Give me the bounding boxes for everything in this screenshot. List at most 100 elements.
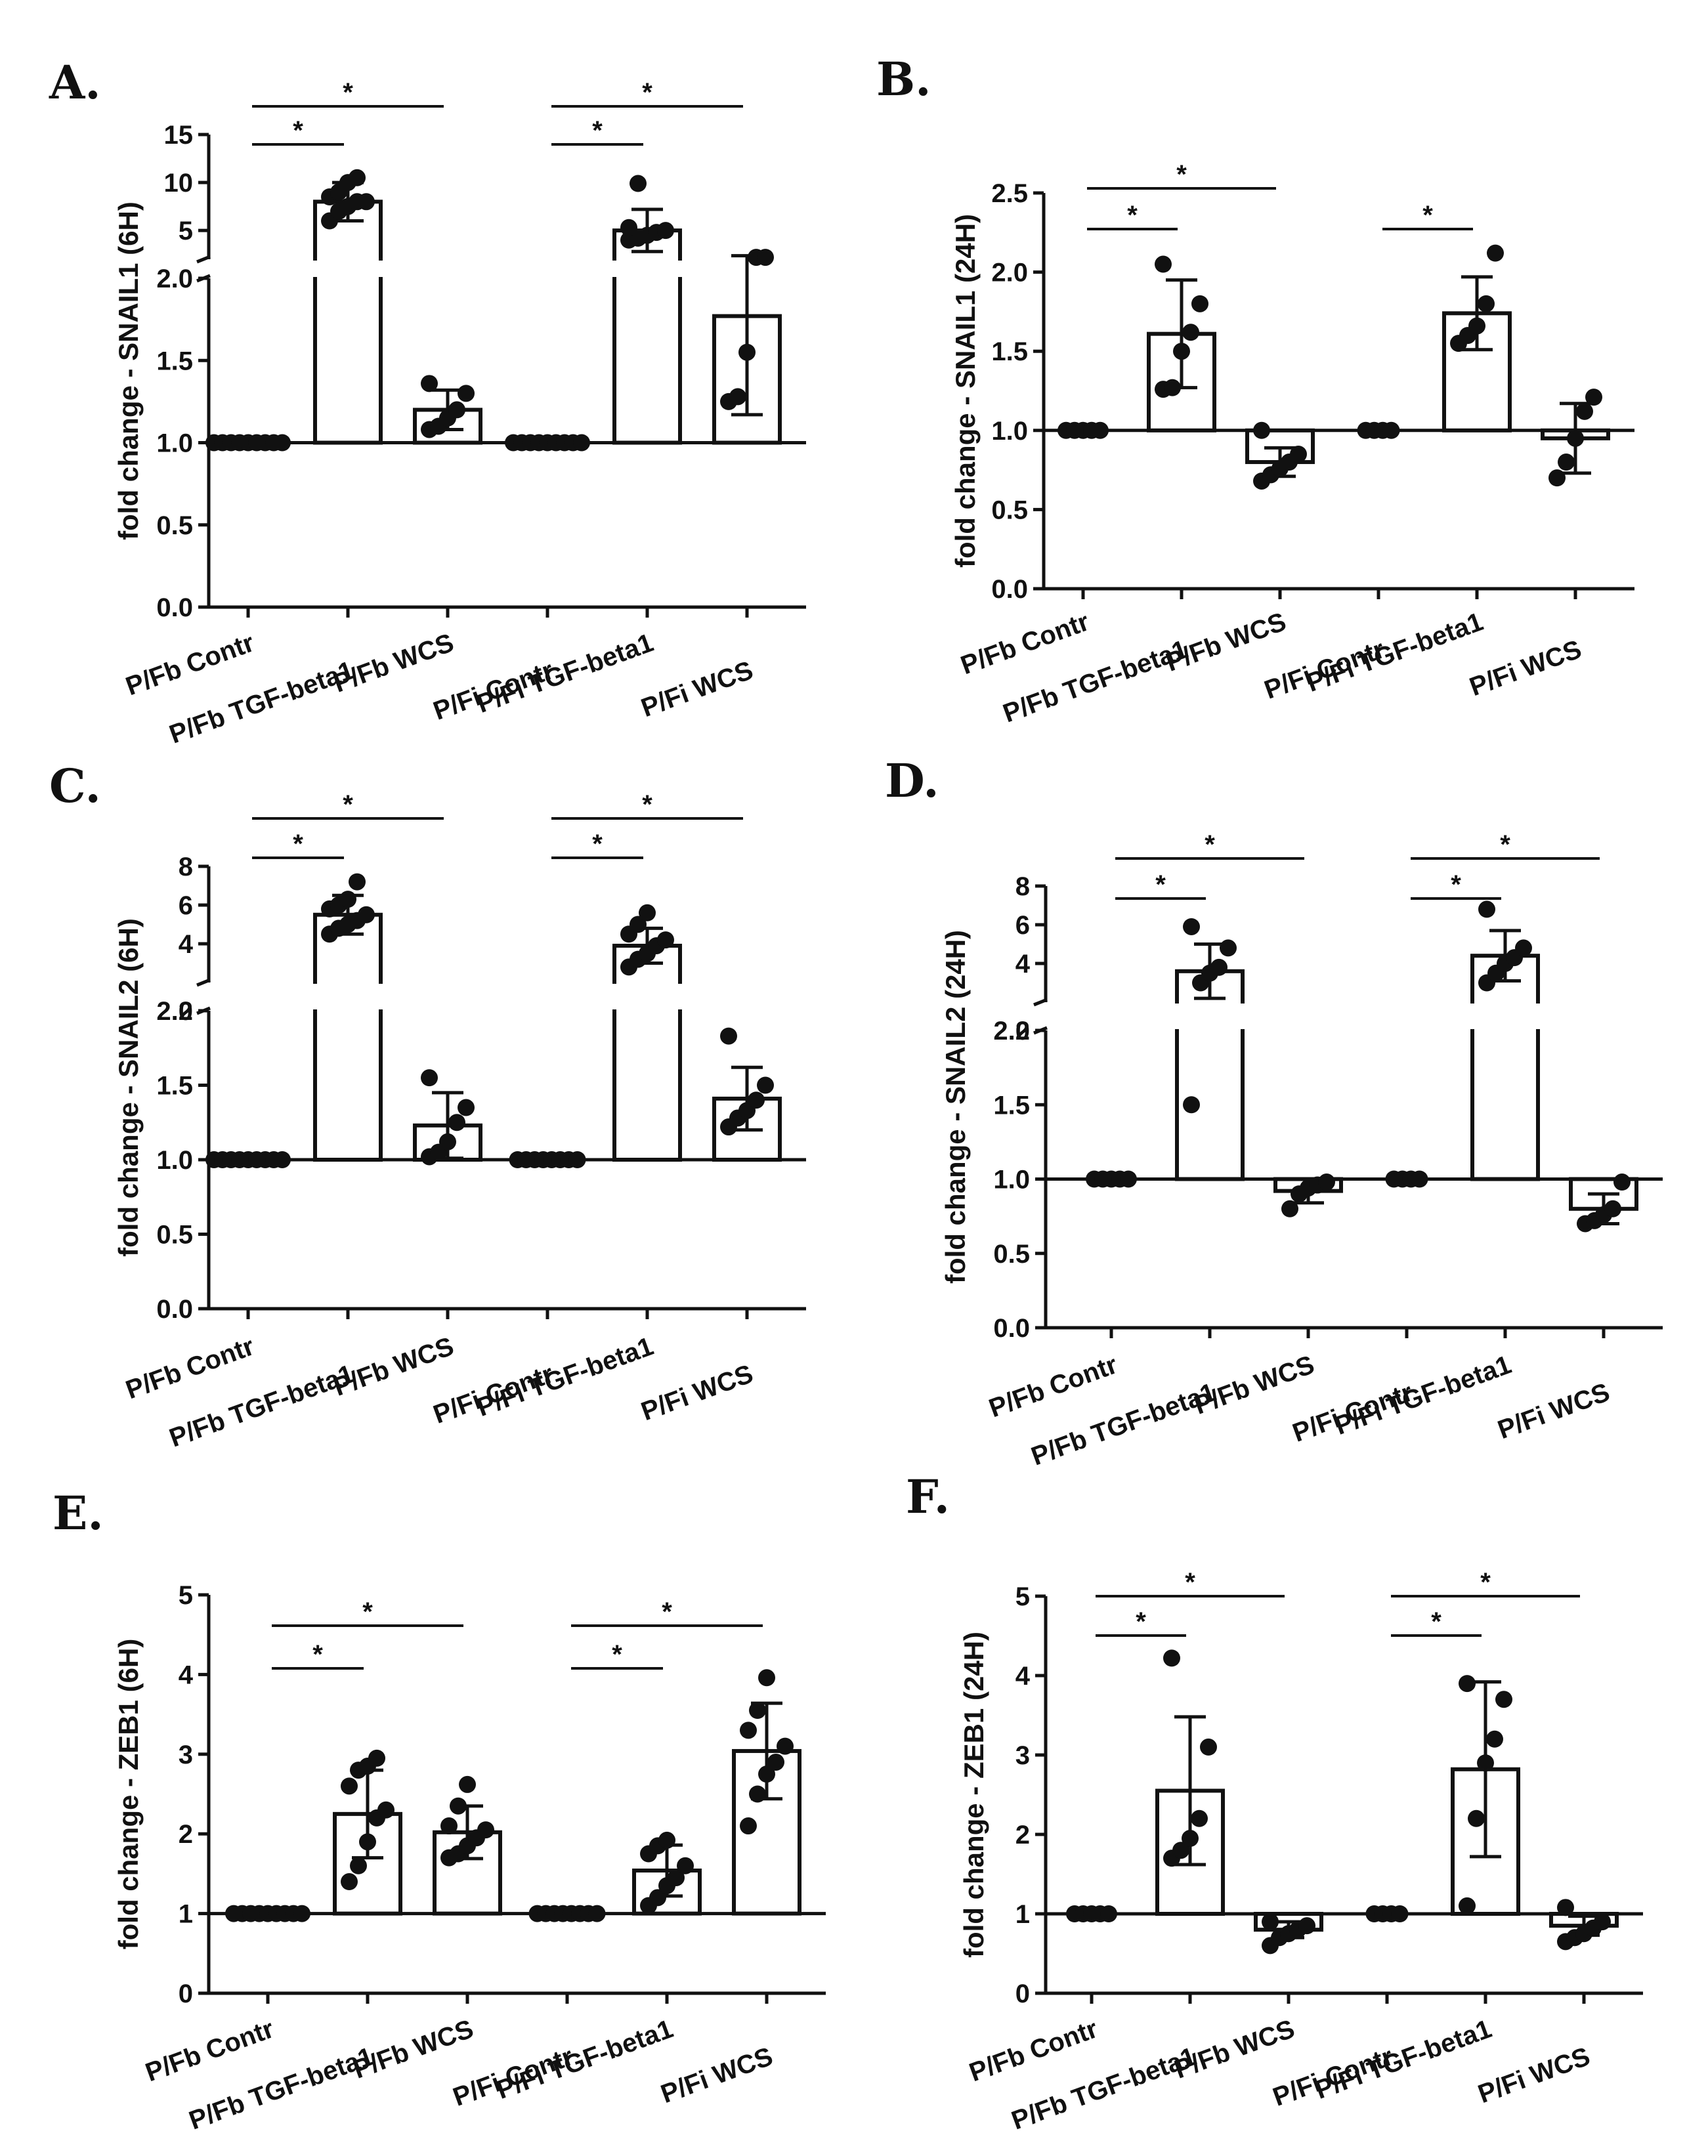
y-tick-label-upper: 5 xyxy=(179,217,193,245)
x-category-label: P/Fb Contr xyxy=(957,607,1093,680)
significance-star: * xyxy=(1205,830,1215,859)
significance-star: * xyxy=(312,1640,323,1669)
data-point xyxy=(630,175,647,192)
axis-break-mark xyxy=(196,978,211,987)
data-point xyxy=(1092,421,1109,439)
data-point xyxy=(459,1775,476,1793)
chart-panel-1: A. 0.0 0.5 1.0 1.5 2.0 5 10 15 fold change - SNAI… xyxy=(49,55,806,750)
data-point xyxy=(573,434,590,452)
x-category-label: P/Fb Contr xyxy=(122,1332,258,1405)
significance-star: * xyxy=(1500,830,1510,859)
x-category-label: P/Fi WCS xyxy=(1474,2042,1594,2109)
significance-star: * xyxy=(362,1597,373,1626)
bar-break-gap xyxy=(311,261,385,277)
significance-star: * xyxy=(1431,1607,1441,1636)
data-point xyxy=(749,1702,766,1720)
y-tick-label: 0.5 xyxy=(156,511,193,540)
data-point xyxy=(649,1889,666,1907)
data-point xyxy=(1164,379,1181,396)
bar-break-gap xyxy=(311,984,385,1009)
x-category-label: P/Fb Contr xyxy=(142,2014,278,2087)
significance-star: * xyxy=(1451,870,1461,899)
data-point xyxy=(1191,295,1208,312)
data-point xyxy=(1391,1905,1409,1922)
bar xyxy=(1470,954,1540,1181)
data-point xyxy=(1515,939,1532,957)
y-tick-label: 2 xyxy=(1015,1821,1030,1850)
data-point xyxy=(1318,1173,1335,1191)
data-point xyxy=(677,1857,694,1874)
bar xyxy=(313,912,383,1162)
bar-break-gap xyxy=(610,984,684,1009)
significance-star: * xyxy=(1176,160,1187,189)
y-tick-label: 0.5 xyxy=(991,496,1028,524)
y-tick-label: 0.5 xyxy=(156,1221,193,1250)
data-point xyxy=(1183,918,1200,935)
y-axis-label: fold change - ZEB1 (6H) xyxy=(113,1639,144,1950)
data-point xyxy=(720,1027,737,1045)
data-point xyxy=(1558,454,1575,471)
data-point xyxy=(657,931,674,949)
y-tick-label: 2.0 xyxy=(991,259,1028,287)
y-tick-label: 1.0 xyxy=(993,1166,1030,1194)
data-point xyxy=(1220,939,1237,957)
significance-star: * xyxy=(293,830,303,858)
data-point xyxy=(448,401,465,419)
data-point xyxy=(458,385,475,402)
x-category-label: P/Fb Contr xyxy=(966,2014,1101,2087)
bar xyxy=(612,943,682,1162)
y-tick-label: 0.0 xyxy=(156,593,193,622)
data-point xyxy=(757,1076,774,1094)
data-point xyxy=(439,1133,456,1151)
panel-label: C. xyxy=(49,759,101,813)
chart-panel-6: F. 0 1 2 3 4 5 fold change - ZEB1 (24H) P/Fb Con… xyxy=(906,1469,1643,2136)
data-point xyxy=(448,1114,465,1131)
y-tick-label-upper: 4 xyxy=(1015,950,1031,979)
data-point xyxy=(630,916,647,933)
y-tick-label-upper: 6 xyxy=(1015,911,1030,940)
significance-star: * xyxy=(343,78,353,107)
data-point xyxy=(1262,1913,1279,1931)
chart-panel-2: B. 0.0 0.5 1.0 1.5 2.0 2.5 fold change - SNAIL1… xyxy=(876,52,1634,729)
y-tick-label: 4 xyxy=(179,1660,194,1689)
panel-label: F. xyxy=(906,1469,950,1524)
data-point xyxy=(738,343,756,361)
y-tick-label: 1.5 xyxy=(156,1072,193,1101)
data-point xyxy=(349,873,366,891)
y-tick-label: 1.0 xyxy=(156,1146,193,1175)
data-point xyxy=(767,1753,784,1771)
significance-star: * xyxy=(612,1640,622,1669)
significance-star: * xyxy=(1155,870,1166,899)
data-point xyxy=(668,1869,685,1886)
data-point xyxy=(1495,1691,1512,1708)
data-point xyxy=(1468,1809,1485,1827)
y-axis-label: fold change - SNAIL2 (24H) xyxy=(940,930,971,1284)
chart-panel-3: C. 0.0 0.5 1.0 1.5 2.02 4 6 8 fold change - SNAIL… xyxy=(49,759,806,1453)
panel-label: D. xyxy=(885,753,939,808)
data-point xyxy=(1478,900,1495,918)
data-point xyxy=(1486,1730,1503,1748)
data-point xyxy=(740,1817,757,1835)
data-point xyxy=(350,1857,367,1874)
significance-star: * xyxy=(592,830,603,858)
x-category-label: P/Fi WCS xyxy=(637,1359,757,1426)
data-point xyxy=(758,1669,775,1687)
y-tick-label-upper: 15 xyxy=(164,121,194,150)
data-point xyxy=(1585,389,1602,406)
y-tick-label: 3 xyxy=(179,1741,193,1769)
data-point xyxy=(1182,324,1199,341)
y-tick-label: 1.0 xyxy=(991,417,1028,446)
bar-break-gap xyxy=(610,261,684,277)
y-tick-label-upper: 2 xyxy=(179,997,193,1026)
data-point xyxy=(1477,1754,1494,1772)
data-point xyxy=(620,219,637,236)
y-tick-label: 1.5 xyxy=(156,347,193,375)
data-point xyxy=(341,1873,358,1891)
panel-label: A. xyxy=(49,55,101,110)
y-tick-label: 5 xyxy=(1015,1582,1030,1611)
data-point xyxy=(639,904,656,921)
data-point xyxy=(588,1905,606,1922)
y-tick-label: 1.5 xyxy=(991,337,1028,366)
axis-break-mark xyxy=(196,255,211,264)
data-point xyxy=(450,1797,467,1815)
